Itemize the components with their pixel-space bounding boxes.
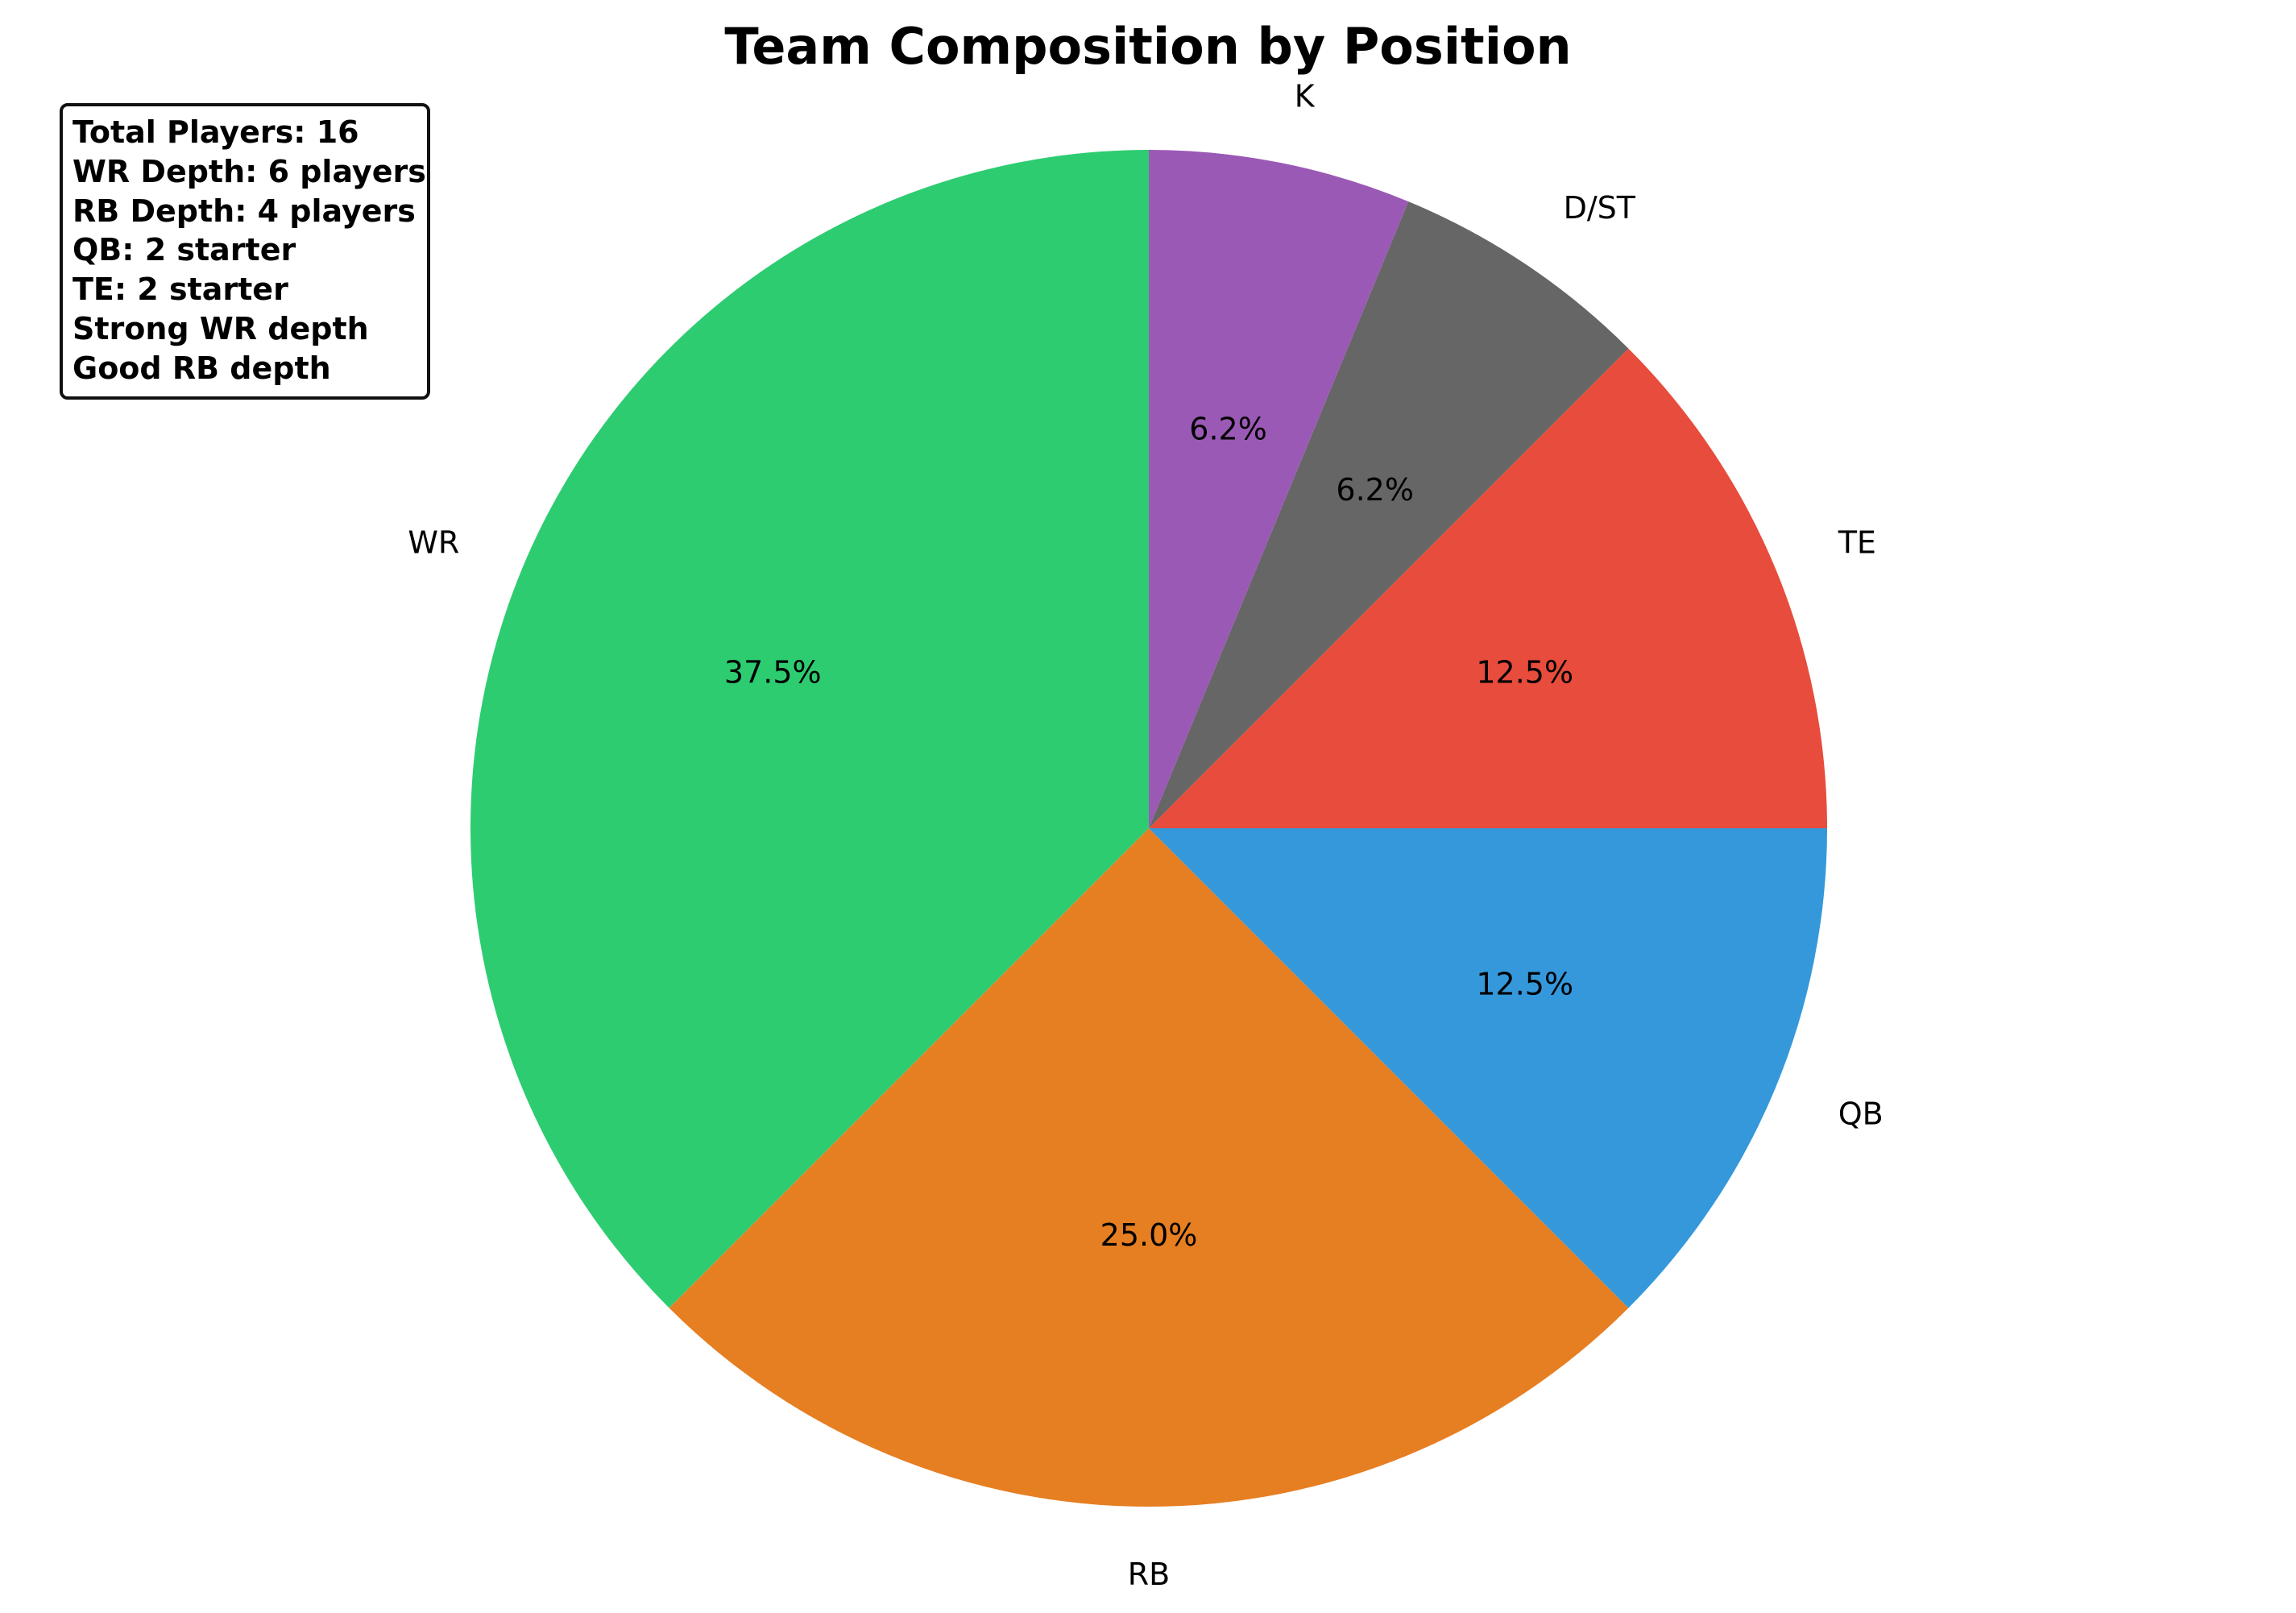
- summary-rb-note: Good RB depth: [73, 350, 331, 386]
- category-label-d-st: D/ST: [1564, 190, 1636, 226]
- category-label-te: TE: [1838, 525, 1876, 561]
- category-labels: WR RB QB TE D/ST K: [408, 79, 1883, 1593]
- summary-total-players: Total Players: 16: [73, 114, 359, 150]
- summary-te: TE: 2 starter: [73, 272, 288, 308]
- percent-label-wr: 37.5%: [724, 655, 822, 690]
- summary-wr-depth: WR Depth: 6 players: [73, 153, 426, 189]
- percent-label-d-st: 6.2%: [1336, 472, 1414, 508]
- category-label-wr: WR: [408, 525, 459, 561]
- pie-slice-qb: [1149, 828, 1827, 1308]
- percent-label-te: 12.5%: [1476, 655, 1573, 690]
- pie-slice-rb: [669, 828, 1629, 1507]
- pie-slice-te: [1149, 348, 1827, 828]
- summary-box: Total Players: 16 WR Depth: 6 players RB…: [60, 103, 430, 400]
- summary-wr-note: Strong WR depth: [73, 310, 369, 346]
- percent-label-k: 6.2%: [1189, 412, 1267, 447]
- percent-label-rb: 25.0%: [1100, 1217, 1198, 1253]
- percent-labels: 37.5% 25.0% 12.5% 12.5% 6.2% 6.2%: [724, 412, 1573, 1254]
- percent-label-qb: 12.5%: [1476, 966, 1573, 1001]
- summary-qb: QB: 2 starter: [73, 232, 296, 268]
- pie-slices: [470, 150, 1827, 1507]
- summary-rb-depth: RB Depth: 4 players: [73, 193, 416, 229]
- pie-slice-d-st: [1149, 201, 1629, 828]
- pie-slice-k: [1149, 150, 1409, 828]
- category-label-qb: QB: [1838, 1096, 1884, 1131]
- chart-title: Team Composition by Position: [724, 17, 1572, 76]
- category-label-rb: RB: [1128, 1557, 1170, 1592]
- pie-slice-wr: [470, 150, 1149, 1308]
- category-label-k: K: [1295, 79, 1316, 114]
